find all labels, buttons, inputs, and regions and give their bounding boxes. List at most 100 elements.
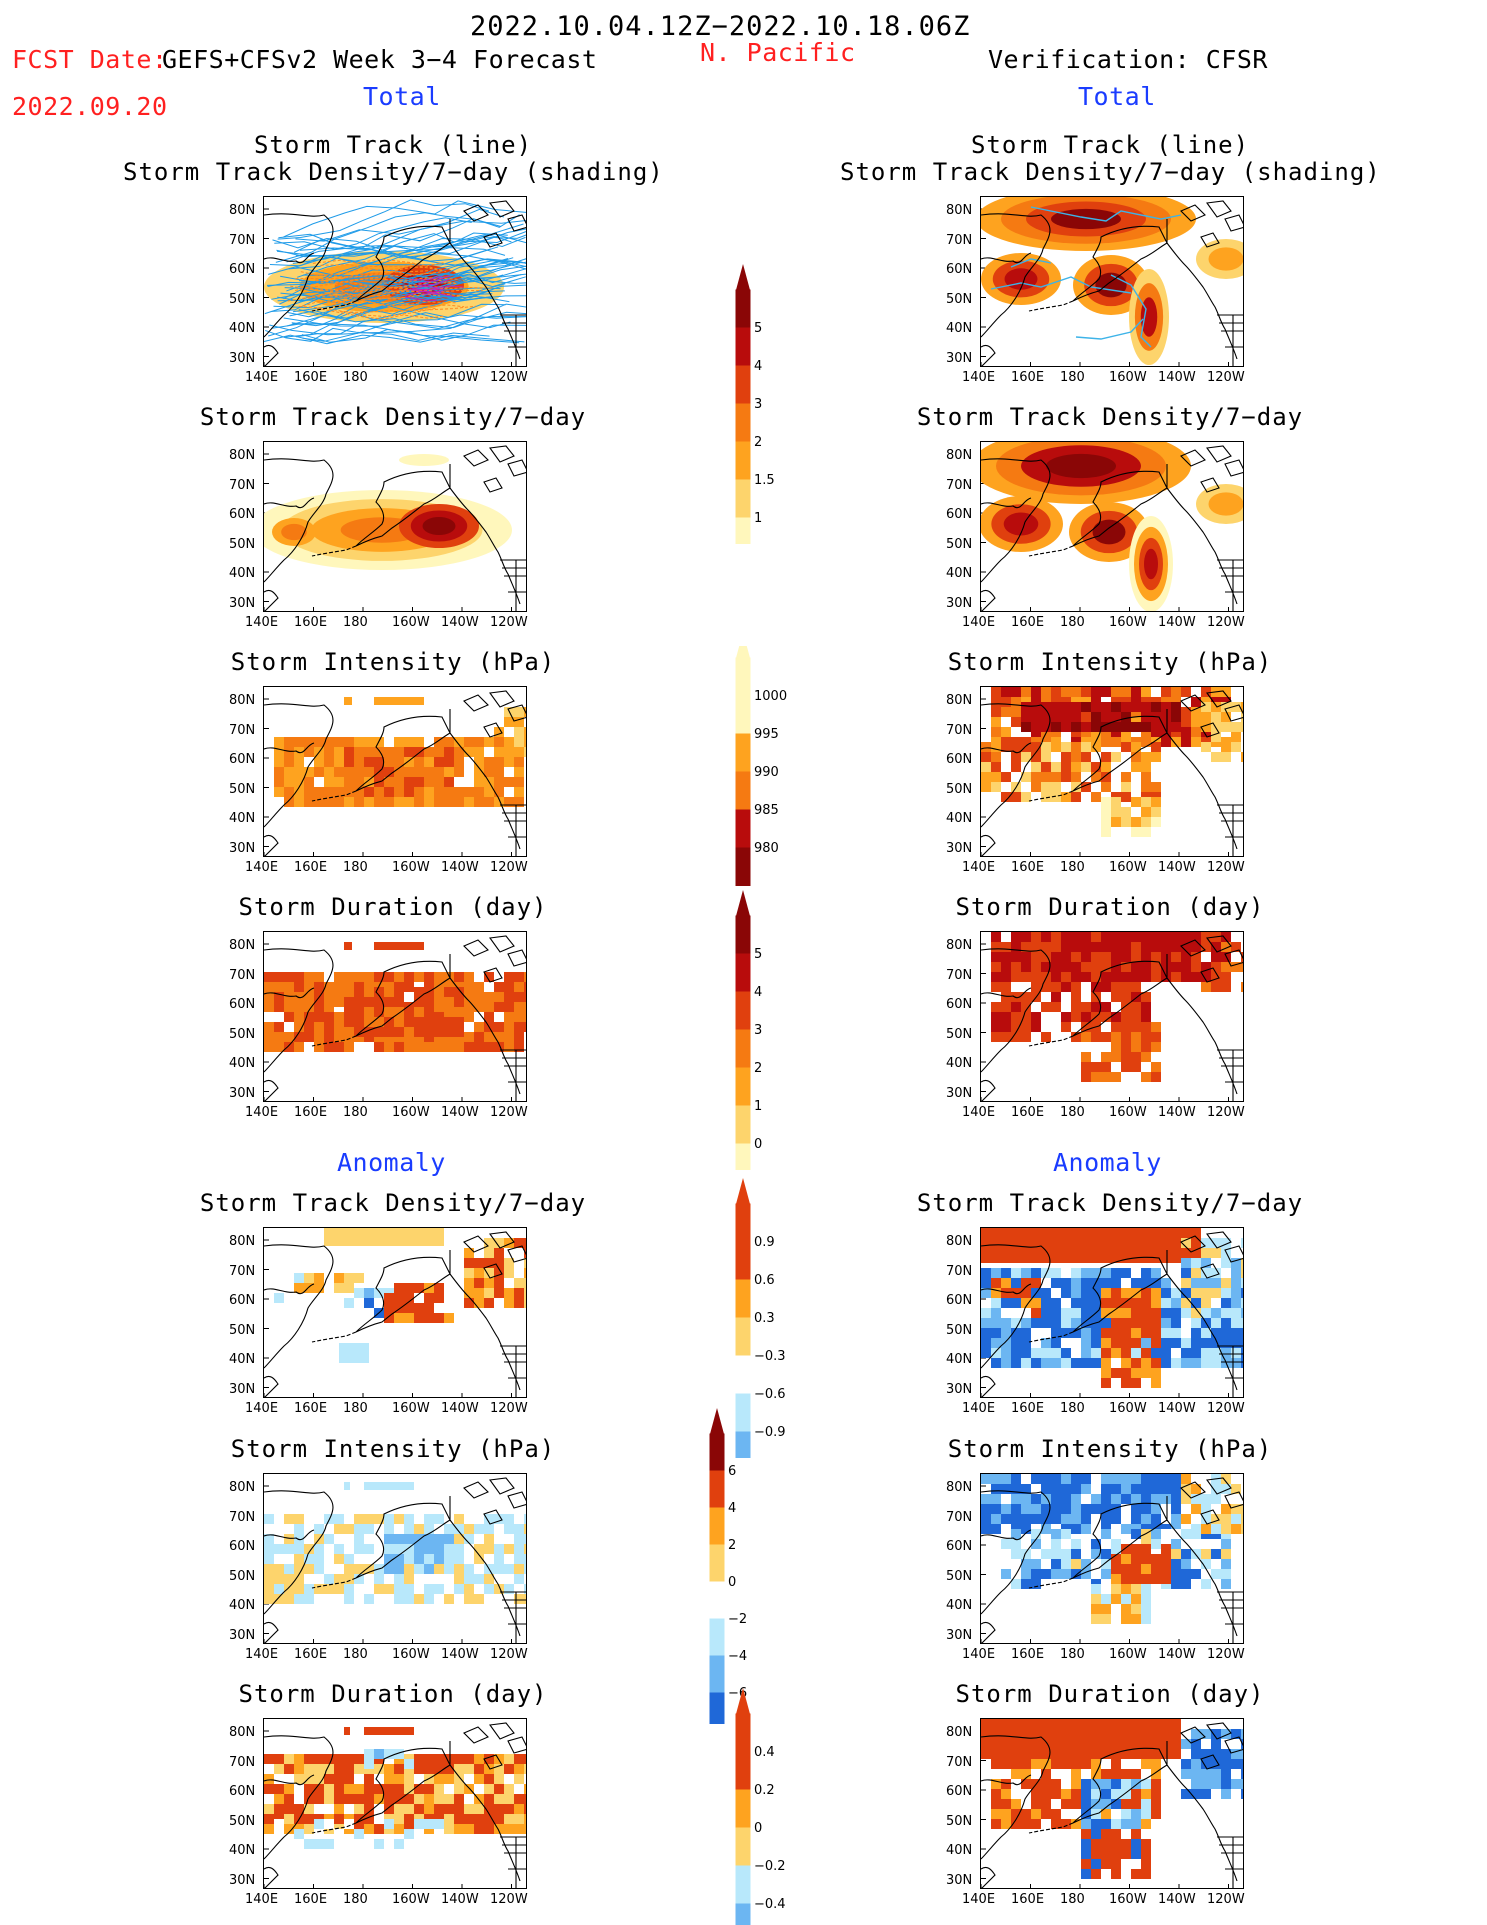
lat-tick-label: 50N: [229, 291, 256, 307]
lon-tick-label: 160E: [294, 1105, 328, 1120]
map-track-observed: [980, 196, 1244, 367]
colorbar-tick-label: −0.3: [754, 1349, 786, 1364]
lat-tick-label: 70N: [946, 1263, 973, 1279]
lon-tick-label: 140W: [441, 1105, 479, 1120]
lat-tick-label: 50N: [229, 1813, 256, 1829]
colorbar-tick-label: 990: [754, 765, 779, 780]
lat-tick-label: 80N: [946, 1234, 973, 1249]
lon-tick-label: 160E: [1011, 1892, 1045, 1907]
lat-tick-label: 30N: [229, 350, 256, 366]
colorbar-tick-label: 5: [754, 947, 762, 962]
lat-tick-label: 40N: [946, 321, 973, 336]
lon-tick-label: 140W: [441, 1892, 479, 1907]
lon-tick-label: 180: [1060, 1647, 1085, 1662]
title-track-shading-right: Storm Track Density/7−day (shading): [840, 158, 1381, 186]
lon-tick-label: 180: [343, 1105, 368, 1120]
lon-tick-label: 160W: [1109, 1105, 1147, 1120]
lon-tick-label: 180: [1060, 1105, 1085, 1120]
colorbar-tick-label: 0.3: [754, 1311, 775, 1326]
lat-tick-label: 80N: [946, 448, 973, 463]
lat-tick-label: 50N: [229, 1568, 256, 1584]
lat-tick-label: 30N: [946, 350, 973, 366]
colorbar-tick-label: 2: [754, 1061, 762, 1076]
lat-tick-label: 60N: [229, 1539, 256, 1554]
lat-tick-label: 40N: [229, 1598, 256, 1613]
lon-tick-label: 120W: [490, 860, 528, 875]
colorbar-tick-label: −0.4: [754, 1897, 786, 1912]
lat-tick-label: 40N: [229, 566, 256, 581]
lon-tick-label: 140E: [962, 615, 996, 630]
lat-tick-label: 70N: [229, 232, 256, 248]
lon-tick-label: 140E: [245, 370, 279, 385]
map-anom-density-forecast: [263, 1227, 527, 1398]
colorbar-duration: 5 4 3 2 1 0: [735, 890, 762, 1170]
lon-tick-label: 140W: [441, 1401, 479, 1416]
lat-tick-label: 30N: [229, 595, 256, 611]
lat-tick-label: 30N: [946, 595, 973, 611]
lat-tick-label: 50N: [946, 1026, 973, 1042]
lat-tick-label: 40N: [229, 1843, 256, 1858]
lat-tick-label: 60N: [229, 997, 256, 1012]
lon-tick-label: 140E: [962, 370, 996, 385]
title-intensity-right: Storm Intensity (hPa): [947, 648, 1273, 676]
colorbar-tick-label: −2: [728, 1612, 747, 1627]
lat-tick-label: 50N: [229, 781, 256, 797]
colorbar-tick-label: −0.6: [754, 1387, 786, 1402]
lon-tick-label: 160E: [1011, 615, 1045, 630]
lat-tick-label: 30N: [229, 1872, 256, 1888]
lon-tick-label: 140E: [245, 615, 279, 630]
colorbar-tick-label: 980: [754, 841, 779, 856]
map-duration-observed: [980, 931, 1244, 1102]
total-label-right: Total: [1078, 82, 1156, 111]
lat-tick-label: 80N: [229, 203, 256, 218]
lat-tick-label: 80N: [229, 938, 256, 953]
fcst-date-label: FCST Date:: [12, 45, 168, 74]
lon-tick-label: 160W: [392, 370, 430, 385]
title-track-line-right: Storm Track (line): [970, 131, 1250, 159]
map-anom-density-observed: [980, 1227, 1244, 1398]
lat-tick-label: 50N: [229, 1026, 256, 1042]
lat-tick-label: 40N: [946, 566, 973, 581]
lon-tick-label: 160E: [1011, 1647, 1045, 1662]
title-duration-left: Storm Duration (day): [238, 893, 548, 921]
lon-tick-label: 160W: [392, 1105, 430, 1120]
lat-tick-label: 70N: [946, 967, 973, 983]
map-intensity-forecast: [263, 686, 527, 857]
lon-tick-label: 140W: [441, 860, 479, 875]
lon-tick-label: 120W: [1207, 1647, 1245, 1662]
lon-tick-label: 140W: [1158, 1401, 1196, 1416]
lat-tick-label: 80N: [946, 1725, 973, 1740]
lon-tick-label: 140W: [1158, 370, 1196, 385]
lon-tick-label: 160W: [392, 1647, 430, 1662]
lat-tick-label: 50N: [229, 536, 256, 552]
anomaly-label-right: Anomaly: [1053, 1148, 1162, 1177]
lon-tick-label: 120W: [1207, 370, 1245, 385]
colorbar-tick-label: 4: [754, 359, 762, 374]
lat-tick-label: 40N: [946, 1843, 973, 1858]
lat-tick-label: 40N: [229, 1056, 256, 1071]
lon-tick-label: 140E: [962, 1892, 996, 1907]
lat-tick-label: 80N: [229, 1725, 256, 1740]
map-track-forecast: [263, 196, 527, 367]
title-density-right: Storm Track Density/7−day: [916, 403, 1304, 431]
model-label: GEFS+CFSv2 Week 3−4 Forecast: [162, 45, 598, 74]
lon-tick-label: 120W: [1207, 1892, 1245, 1907]
lon-tick-label: 180: [1060, 1401, 1085, 1416]
lat-tick-label: 70N: [946, 1509, 973, 1525]
title-anom-density-left: Storm Track Density/7−day: [199, 1189, 587, 1217]
colorbar-tick-label: 2: [728, 1538, 736, 1553]
colorbar-tick-label: 0.4: [754, 1745, 775, 1760]
lon-tick-label: 160W: [392, 615, 430, 630]
lat-tick-label: 30N: [946, 1381, 973, 1397]
map-density-observed: [980, 441, 1244, 612]
colorbar-tick-label: 3: [754, 397, 762, 412]
lon-tick-label: 120W: [490, 615, 528, 630]
lat-tick-label: 30N: [229, 1381, 256, 1397]
lat-tick-label: 80N: [229, 693, 256, 708]
lon-tick-label: 160W: [1109, 370, 1147, 385]
title-track-shading-left: Storm Track Density/7−day (shading): [123, 158, 664, 186]
lat-tick-label: 80N: [229, 1480, 256, 1495]
lat-tick-label: 30N: [229, 1085, 256, 1101]
colorbar-tick-label: 0.9: [754, 1235, 775, 1250]
colorbar-tick-label: 0: [754, 1821, 762, 1836]
